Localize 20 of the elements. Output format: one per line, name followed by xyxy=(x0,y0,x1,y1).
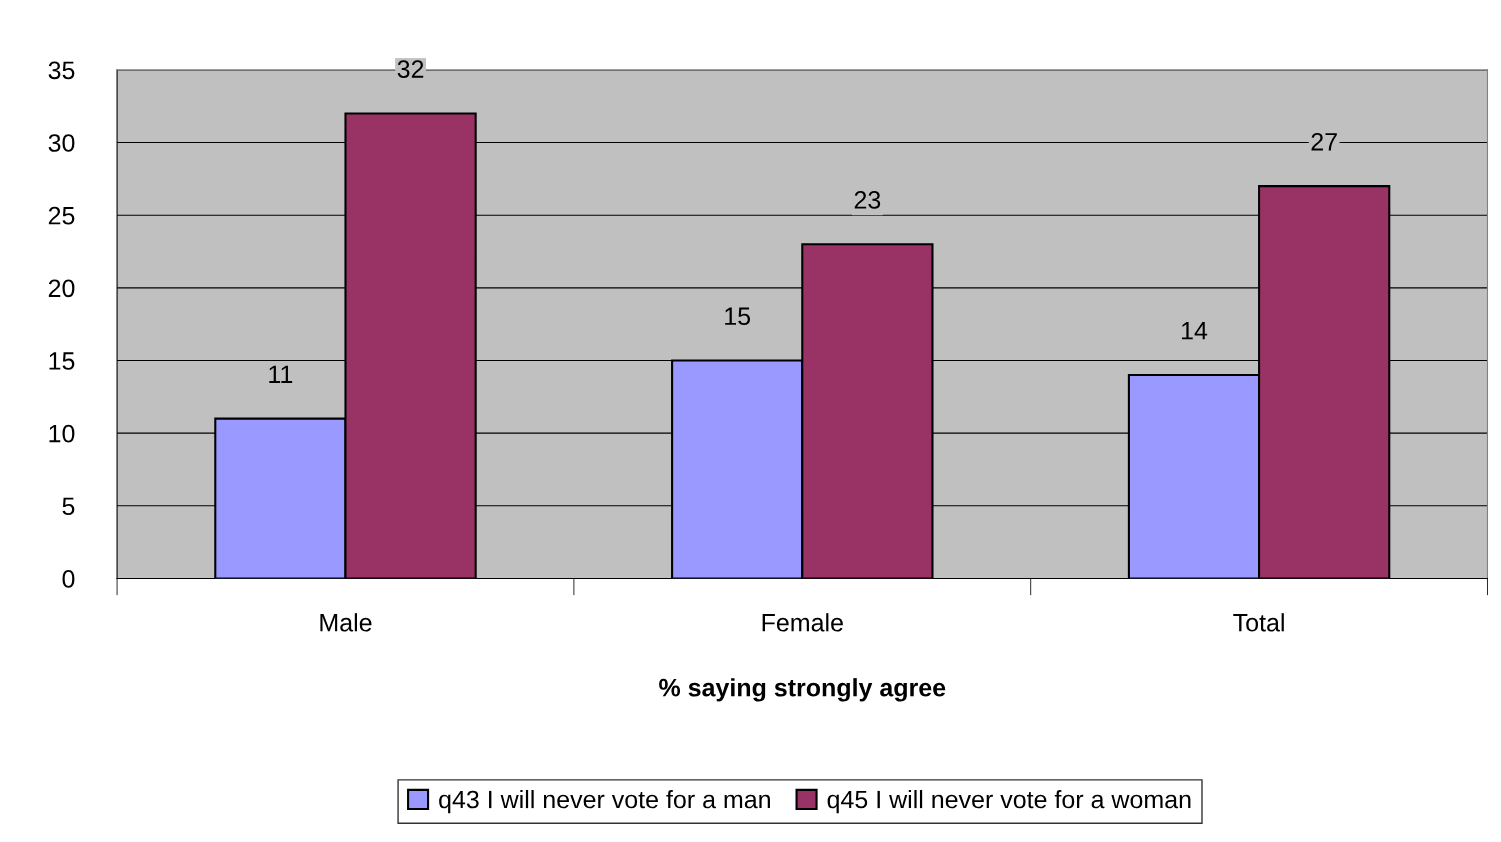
y-tick-label: 25 xyxy=(48,206,75,225)
y-tick-label: 10 xyxy=(49,424,75,443)
data-label: 27 xyxy=(1311,132,1337,151)
x-tick-label: Total xyxy=(1233,613,1284,632)
data-label: 23 xyxy=(854,191,881,209)
data-label: 11 xyxy=(269,365,293,383)
x-tick-label: Female xyxy=(762,613,843,632)
y-tick-label: 30 xyxy=(48,134,75,152)
y-tick-label: 20 xyxy=(48,279,75,298)
y-tick-label: 0 xyxy=(62,570,75,588)
x-axis-title: % saying strongly agree xyxy=(659,678,946,702)
data-label: 32 xyxy=(397,60,424,78)
data-label: 14 xyxy=(1182,322,1208,340)
y-tick-label: 35 xyxy=(48,61,75,80)
data-label: 15 xyxy=(725,307,751,325)
legend-label: q43 I will never vote for a man xyxy=(439,790,770,814)
y-tick-label: 15 xyxy=(49,352,75,370)
legend-label: q45 I will never vote for a woman xyxy=(827,790,1191,814)
y-tick-label: 5 xyxy=(62,497,75,516)
x-tick-label: Male xyxy=(320,613,372,632)
